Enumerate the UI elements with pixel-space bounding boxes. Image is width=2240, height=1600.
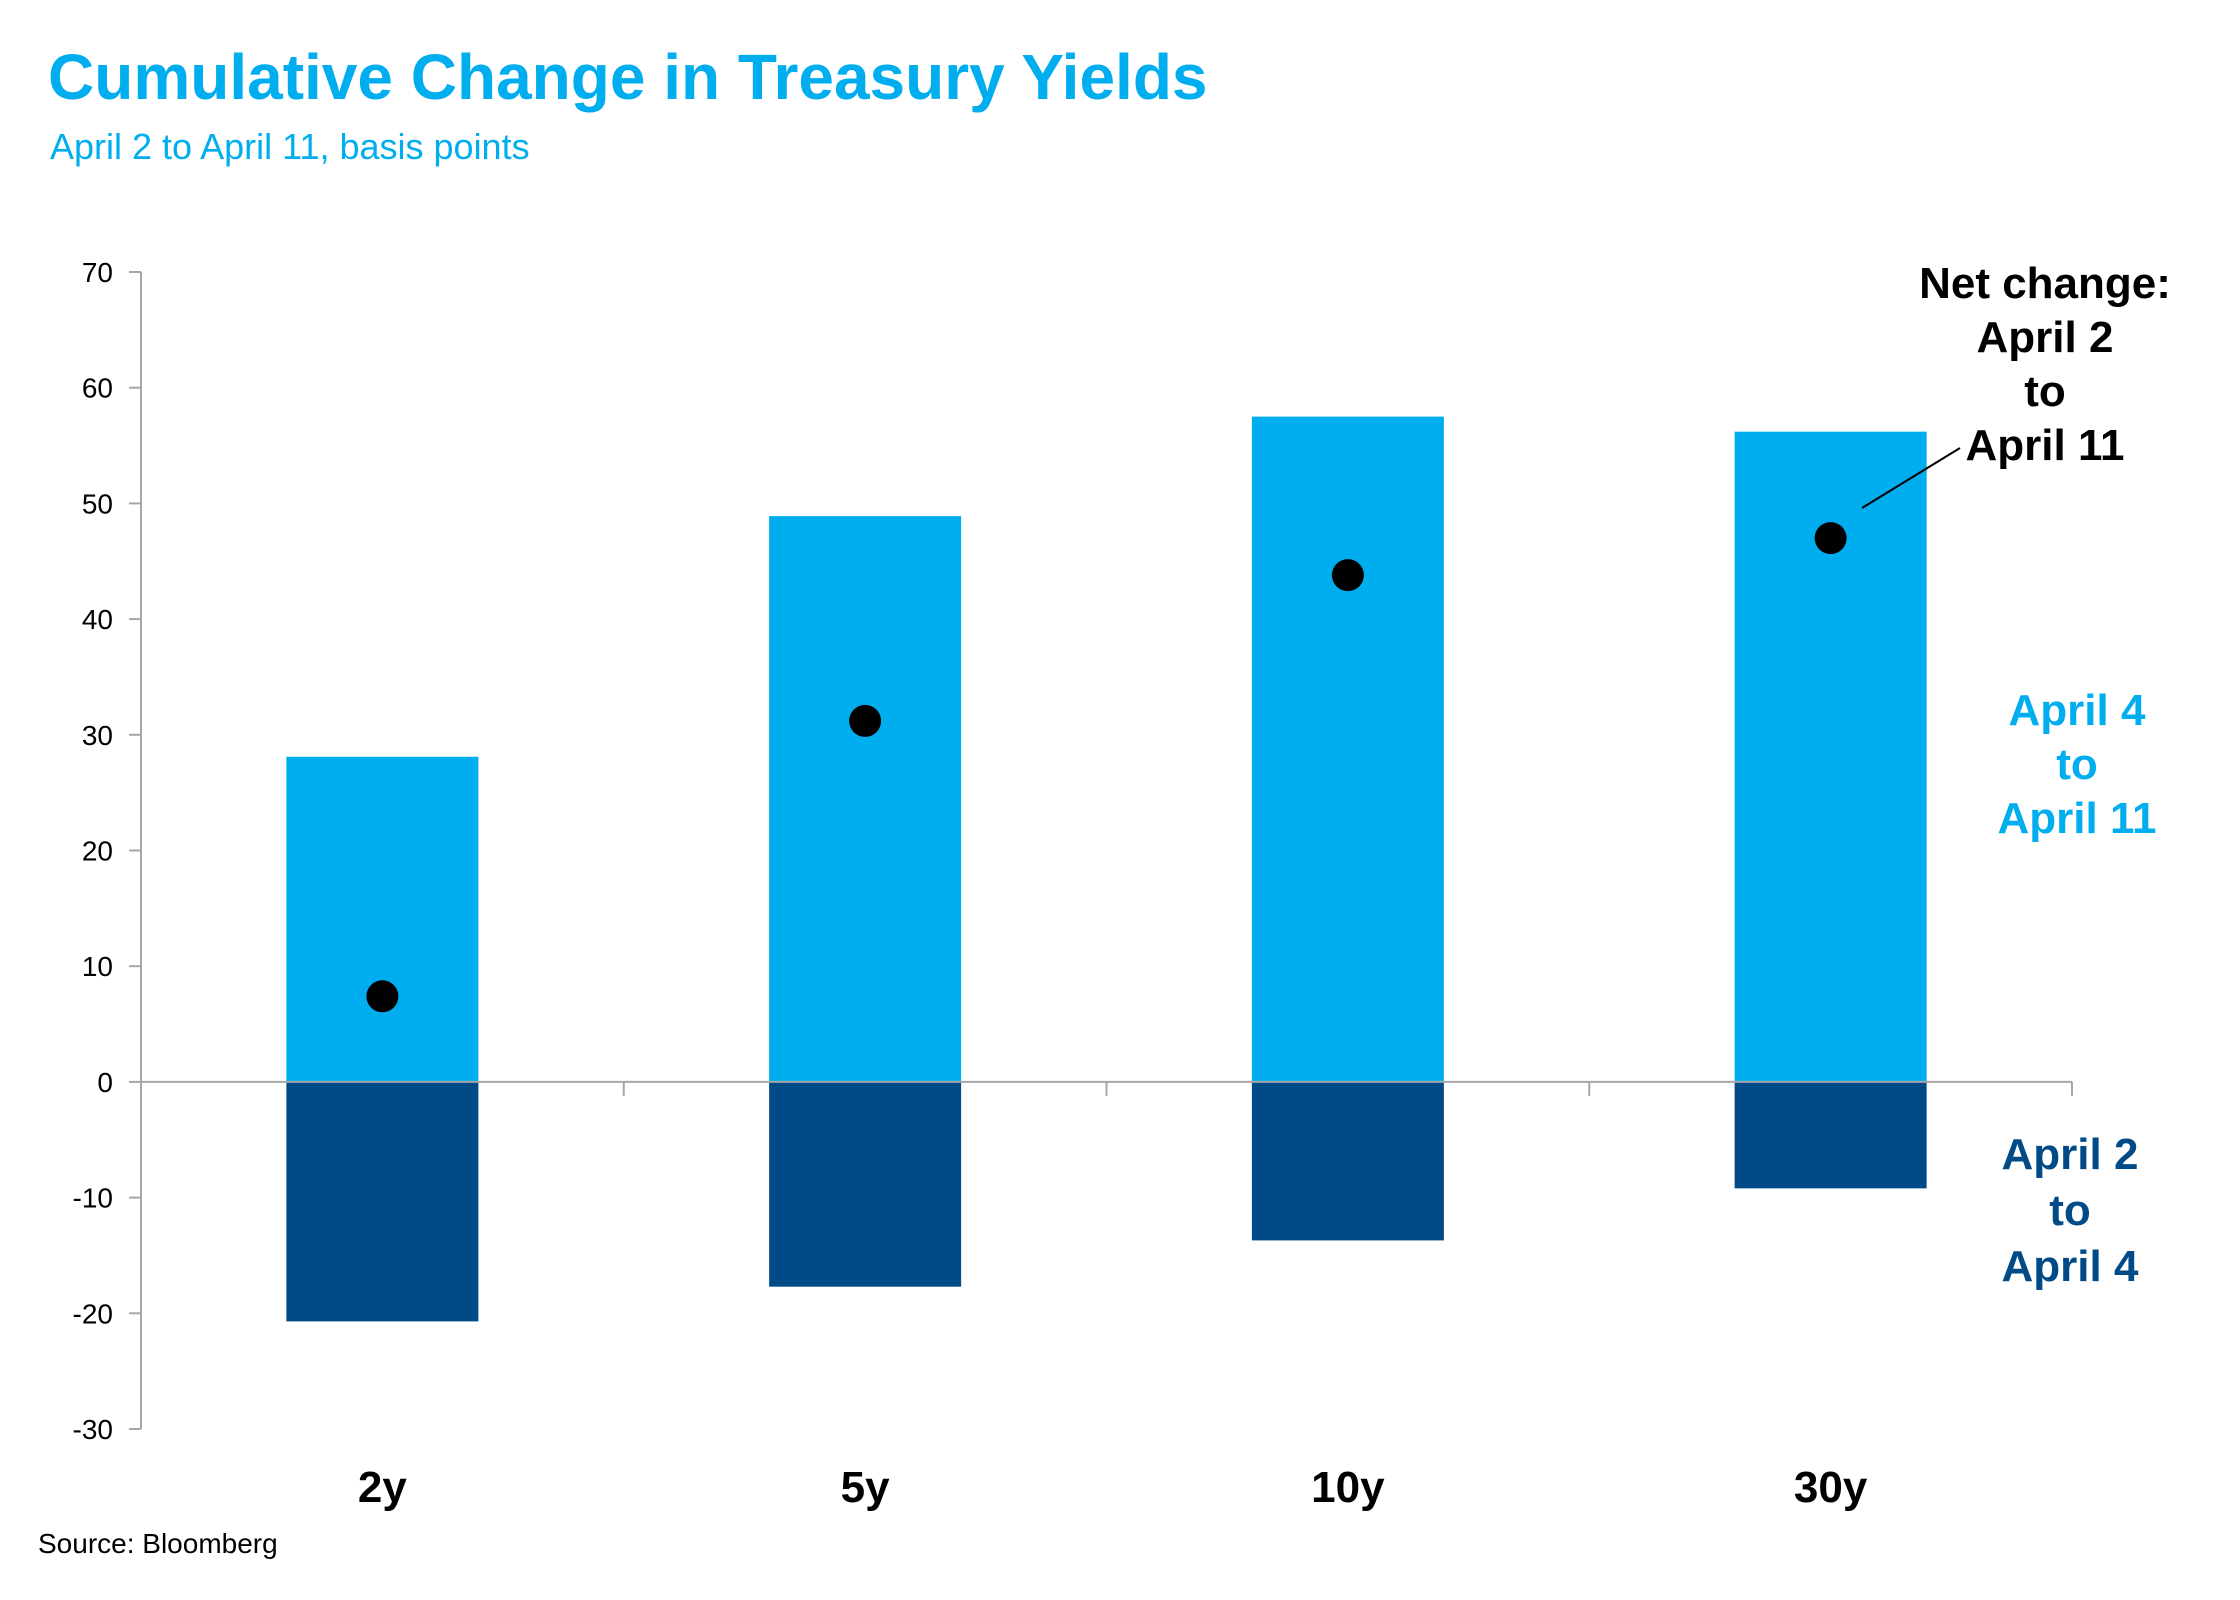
legend-label-apr2-apr4-line: to [2049,1186,2091,1235]
y-tick-label: -10 [73,1183,113,1214]
x-tick-label-10y: 10y [1311,1463,1385,1512]
y-tick-label: -30 [73,1414,113,1445]
x-tick-label-5y: 5y [841,1463,890,1512]
x-tick-label-2y: 2y [358,1463,407,1512]
y-tick-label: 50 [82,488,113,519]
chart-title: Cumulative Change in Treasury Yields [48,41,1208,113]
x-tick-label-30y: 30y [1794,1463,1868,1512]
chart-subtitle: April 2 to April 11, basis points [50,126,530,167]
bar-5y-apr4-apr11 [769,516,962,1082]
net-change-dot-2y [366,980,399,1013]
y-tick-label: 20 [82,836,113,867]
bar-10y-apr4-apr11 [1251,416,1444,1082]
annotation-net-change-line: April 11 [1966,421,2125,470]
legend-label-apr4-apr11-line: April 4 [2009,686,2146,735]
bar-30y-apr2-apr4 [1734,1081,1927,1189]
bar-5y-apr2-apr4 [769,1081,962,1287]
source-note: Source: Bloomberg [38,1528,278,1559]
y-tick-label: 30 [82,720,113,751]
net-change-dot-5y [849,704,882,737]
labels-layer: Net change: April 2 to April 11 April 4 to Apr… [1861,259,2171,1291]
legend-label-apr4-apr11-line: April 11 [1998,794,2157,843]
bar-2y-apr2-apr4 [286,1081,479,1322]
y-tick-label: 0 [97,1067,113,1098]
net-change-dot-30y [1814,522,1847,555]
y-tick-label: 60 [82,373,113,404]
legend-label-apr4-apr11-line: to [2056,740,2098,789]
net-change-dots [366,522,1847,1013]
legend-label-apr2-apr4-line: April 2 [2002,1130,2139,1179]
bar-10y-apr2-apr4 [1251,1081,1444,1241]
y-tick-label: 40 [82,604,113,635]
y-tick-label: 70 [82,257,113,288]
annotation-net-change-line: April 2 [1977,313,2114,362]
annotation-net-change-line: Net change: [1919,259,2171,308]
y-tick-label: -20 [73,1298,113,1329]
legend-label-apr2-apr4-line: April 4 [2002,1242,2139,1291]
net-change-dot-10y [1331,559,1364,592]
net-change-leader-line [1861,447,1961,509]
axes-layer: 70 60 50 40 30 20 10 0 -10 -20 -30 2y 5y 10y 30y [73,257,2073,1512]
bars-layer [286,416,1927,1322]
bar-2y-apr4-apr11 [286,756,479,1082]
y-tick-label: 10 [82,951,113,982]
annotation-net-change-line: to [2024,367,2066,416]
